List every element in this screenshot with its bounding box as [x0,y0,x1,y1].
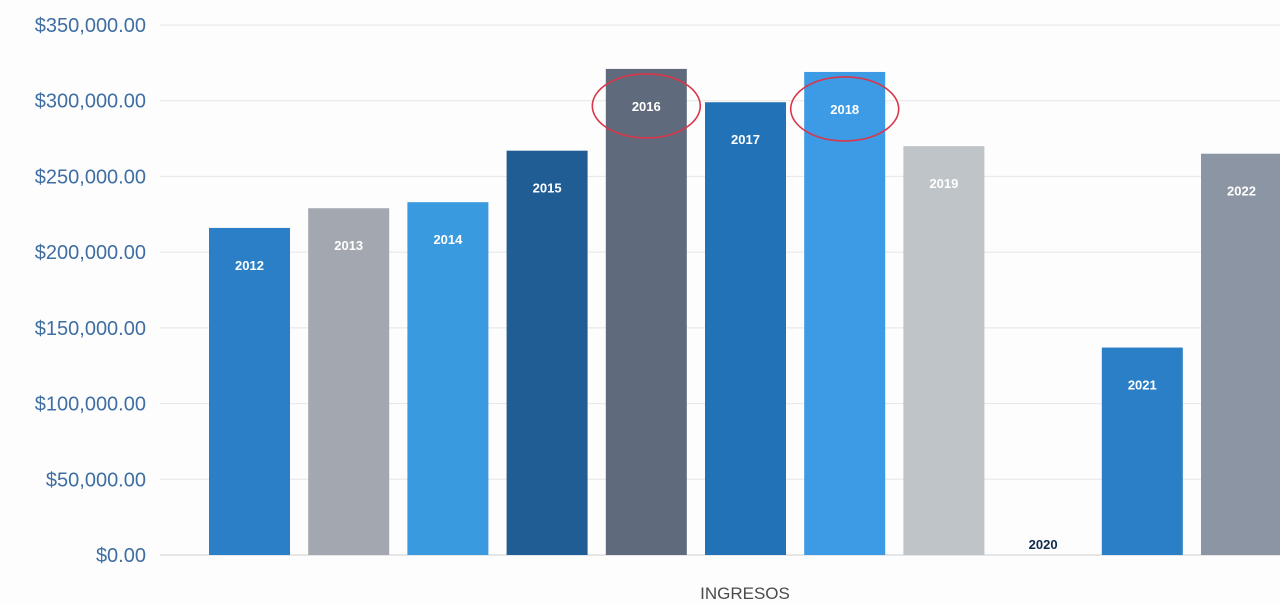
bar-label-2016: 2016 [632,99,661,114]
bar-labels: 2012 2013 2014 2015 2016 2017 2018 2019 2020 2021… [235,99,1256,552]
bar-2021 [1101,347,1183,555]
bar-2019 [903,146,985,555]
bar-label-2019: 2019 [929,176,958,191]
bar-label-2015: 2015 [533,181,562,196]
highlight-circle-2018 [789,76,900,142]
bar-label-2017: 2017 [731,132,760,147]
bar-2013 [308,208,390,555]
bars [209,68,1280,556]
bar-2018 [804,71,886,555]
bar-2017 [705,102,786,555]
y-tick-label: $50,000.00 [46,469,146,491]
highlight-circle-2016 [591,73,702,139]
y-tick-label: $200,000.00 [35,242,146,264]
y-axis-ticks: $0.00 $50,000.00 $100,000.00 $150,000.00 $20… [35,15,146,567]
bar-2015 [506,150,588,555]
y-tick-label: $250,000.00 [35,166,146,188]
bar-label-2020: 2020 [1029,537,1058,552]
bar-label-2014: 2014 [433,232,463,247]
x-axis-label: INGRESOS [700,584,790,603]
bar-2014 [407,202,489,555]
bar-2022 [1201,153,1280,555]
bar-2012 [209,227,290,555]
bar-label-2013: 2013 [334,238,363,253]
highlight-circles [591,73,900,142]
bar-label-2022: 2022 [1227,184,1256,199]
y-tick-label: $150,000.00 [35,318,146,340]
bar-label-2012: 2012 [235,258,264,273]
y-tick-label: $0.00 [96,545,146,567]
bar-2016 [605,68,687,556]
y-tick-label: $100,000.00 [35,394,146,416]
bar-label-2021: 2021 [1128,378,1157,393]
y-tick-label: $300,000.00 [35,91,146,113]
bar-label-2018: 2018 [830,102,859,117]
y-tick-label: $350,000.00 [35,15,146,37]
